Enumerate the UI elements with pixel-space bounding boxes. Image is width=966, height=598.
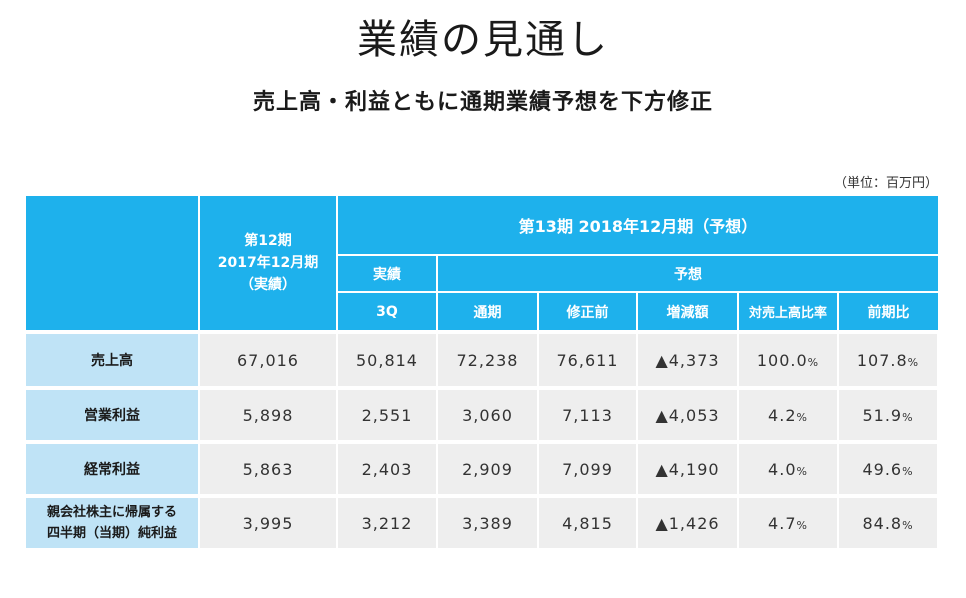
cell-change: ▲4,190 (637, 442, 739, 498)
row-label: 親会社株主に帰属する 四半期（当期）純利益 (26, 496, 200, 552)
cell-q3: 50,814 (337, 334, 438, 390)
cell-full-year: 3,060 (437, 388, 539, 444)
percent-sign: % (902, 410, 914, 424)
cell-q3: 2,551 (337, 388, 438, 444)
cell-yoy: 51.9% (838, 388, 939, 444)
cell-change: ▲4,373 (637, 334, 739, 390)
percent-sign: % (796, 464, 808, 478)
cell-ratio: 4.7% (738, 496, 839, 552)
percent-sign: % (907, 355, 920, 369)
cell-ratio: 4.2% (738, 388, 839, 444)
cell-full-year: 72,238 (437, 334, 539, 390)
header-period12: 第12期 2017年12月期 （実績） (199, 196, 338, 330)
cell-yoy: 107.8% (838, 334, 939, 390)
cell-period12: 3,995 (199, 496, 338, 552)
cell-q3: 3,212 (337, 496, 438, 552)
table-row: 経常利益 5,863 2,403 2,909 7,099 ▲4,190 4.0%… (26, 442, 939, 498)
cell-change: ▲1,426 (637, 496, 739, 552)
cell-full-year: 3,389 (437, 496, 539, 552)
unit-note: （単位：百万円） (833, 176, 938, 191)
yoy-value: 51.9 (862, 405, 903, 425)
percent-sign: % (902, 518, 914, 532)
row-label: 営業利益 (26, 388, 200, 444)
row-label-line1: 親会社株主に帰属する (46, 505, 177, 520)
ratio-value: 4.2 (768, 405, 797, 425)
percent-sign: % (807, 355, 820, 369)
table-row: 営業利益 5,898 2,551 3,060 7,113 ▲4,053 4.2%… (26, 388, 939, 444)
header-full-year: 通期 (437, 292, 539, 330)
cell-ratio: 4.0% (738, 442, 839, 498)
page-subtitle: 売上高・利益ともに通期業績予想を下方修正 (252, 90, 713, 115)
table-row: 親会社株主に帰属する 四半期（当期）純利益 3,995 3,212 3,389 … (26, 496, 939, 552)
cell-period12: 5,863 (199, 442, 338, 498)
page-title: 業績の見通し (357, 17, 609, 63)
row-label: 売上高 (26, 334, 200, 390)
ratio-value: 100.0 (756, 350, 808, 370)
ratio-value: 4.0 (768, 459, 797, 479)
header-before-revision: 修正前 (538, 292, 638, 330)
header-q3: 3Q (337, 292, 438, 330)
row-label-line2: 四半期（当期）純利益 (46, 526, 177, 541)
header-period12-line1: 第12期 (244, 233, 292, 249)
table-row: 売上高 67,016 50,814 72,238 76,611 ▲4,373 1… (26, 334, 939, 390)
cell-change: ▲4,053 (637, 388, 739, 444)
yoy-value: 84.8 (862, 513, 903, 533)
cell-period12: 67,016 (199, 334, 338, 390)
percent-sign: % (796, 518, 808, 532)
cell-before-revision: 7,113 (538, 388, 638, 444)
yoy-value: 49.6 (862, 459, 903, 479)
cell-before-revision: 76,611 (538, 334, 638, 390)
ratio-value: 4.7 (768, 513, 797, 533)
header-period12-line2: 2017年12月期 (217, 255, 319, 271)
cell-before-revision: 4,815 (538, 496, 638, 552)
yoy-value: 107.8 (856, 350, 908, 370)
row-label: 経常利益 (26, 442, 200, 498)
cell-before-revision: 7,099 (538, 442, 638, 498)
cell-q3: 2,403 (337, 442, 438, 498)
cell-yoy: 49.6% (838, 442, 939, 498)
header-period12-line3: （実績） (240, 277, 296, 293)
percent-sign: % (796, 410, 808, 424)
header-forecast: 予想 (437, 255, 938, 293)
header-change: 増減額 (637, 292, 739, 330)
cell-period12: 5,898 (199, 388, 338, 444)
cell-ratio: 100.0% (738, 334, 839, 390)
header-corner (26, 196, 200, 330)
forecast-table: 第12期 2017年12月期 （実績） 第13期 2018年12月期（予想） 実… (26, 196, 939, 552)
header-ratio: 対売上高比率 (738, 292, 839, 330)
header-period13: 第13期 2018年12月期（予想） (337, 196, 938, 256)
percent-sign: % (902, 464, 914, 478)
cell-yoy: 84.8% (838, 496, 939, 552)
header-yoy: 前期比 (838, 292, 938, 330)
cell-full-year: 2,909 (437, 442, 539, 498)
header-actual: 実績 (337, 255, 438, 293)
